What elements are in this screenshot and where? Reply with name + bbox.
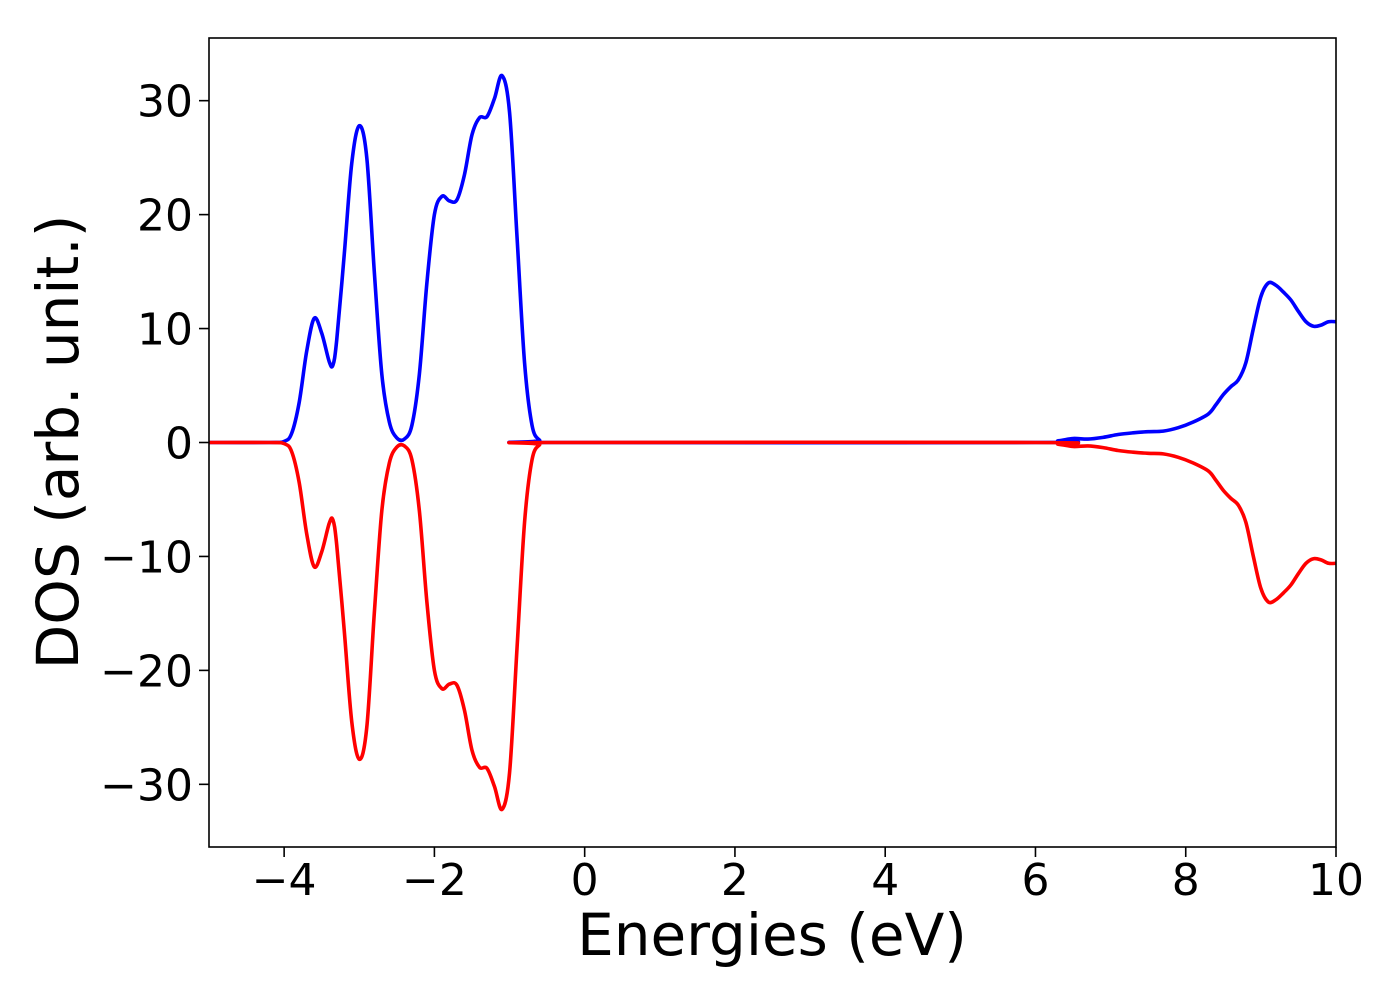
y-axis-title: DOS (arb. unit.)	[24, 215, 92, 670]
y-tick-label: −20	[100, 646, 193, 697]
x-tick-label: 10	[1308, 855, 1364, 906]
y-tick-label: −10	[100, 532, 193, 583]
y-tick-label: −30	[100, 760, 193, 811]
x-tick-label: 4	[871, 855, 899, 906]
y-tick-label: 0	[165, 419, 193, 470]
x-tick-label: 0	[571, 855, 599, 906]
x-tick-label: −2	[402, 855, 467, 906]
x-tick-label: 8	[1172, 855, 1200, 906]
series-line-1	[208, 440, 1337, 812]
x-tick-label: 2	[721, 855, 749, 906]
series-line-0	[208, 73, 1337, 445]
y-tick-label: 30	[137, 77, 193, 128]
y-tick-label: 10	[137, 305, 193, 356]
x-tick-label: 6	[1021, 855, 1049, 906]
x-axis-title: Energies (eV)	[577, 901, 967, 969]
y-tick-label: 20	[137, 191, 193, 242]
plot-frame	[208, 37, 1337, 848]
series-layer	[208, 73, 1337, 812]
x-tick-label: −4	[252, 855, 317, 906]
